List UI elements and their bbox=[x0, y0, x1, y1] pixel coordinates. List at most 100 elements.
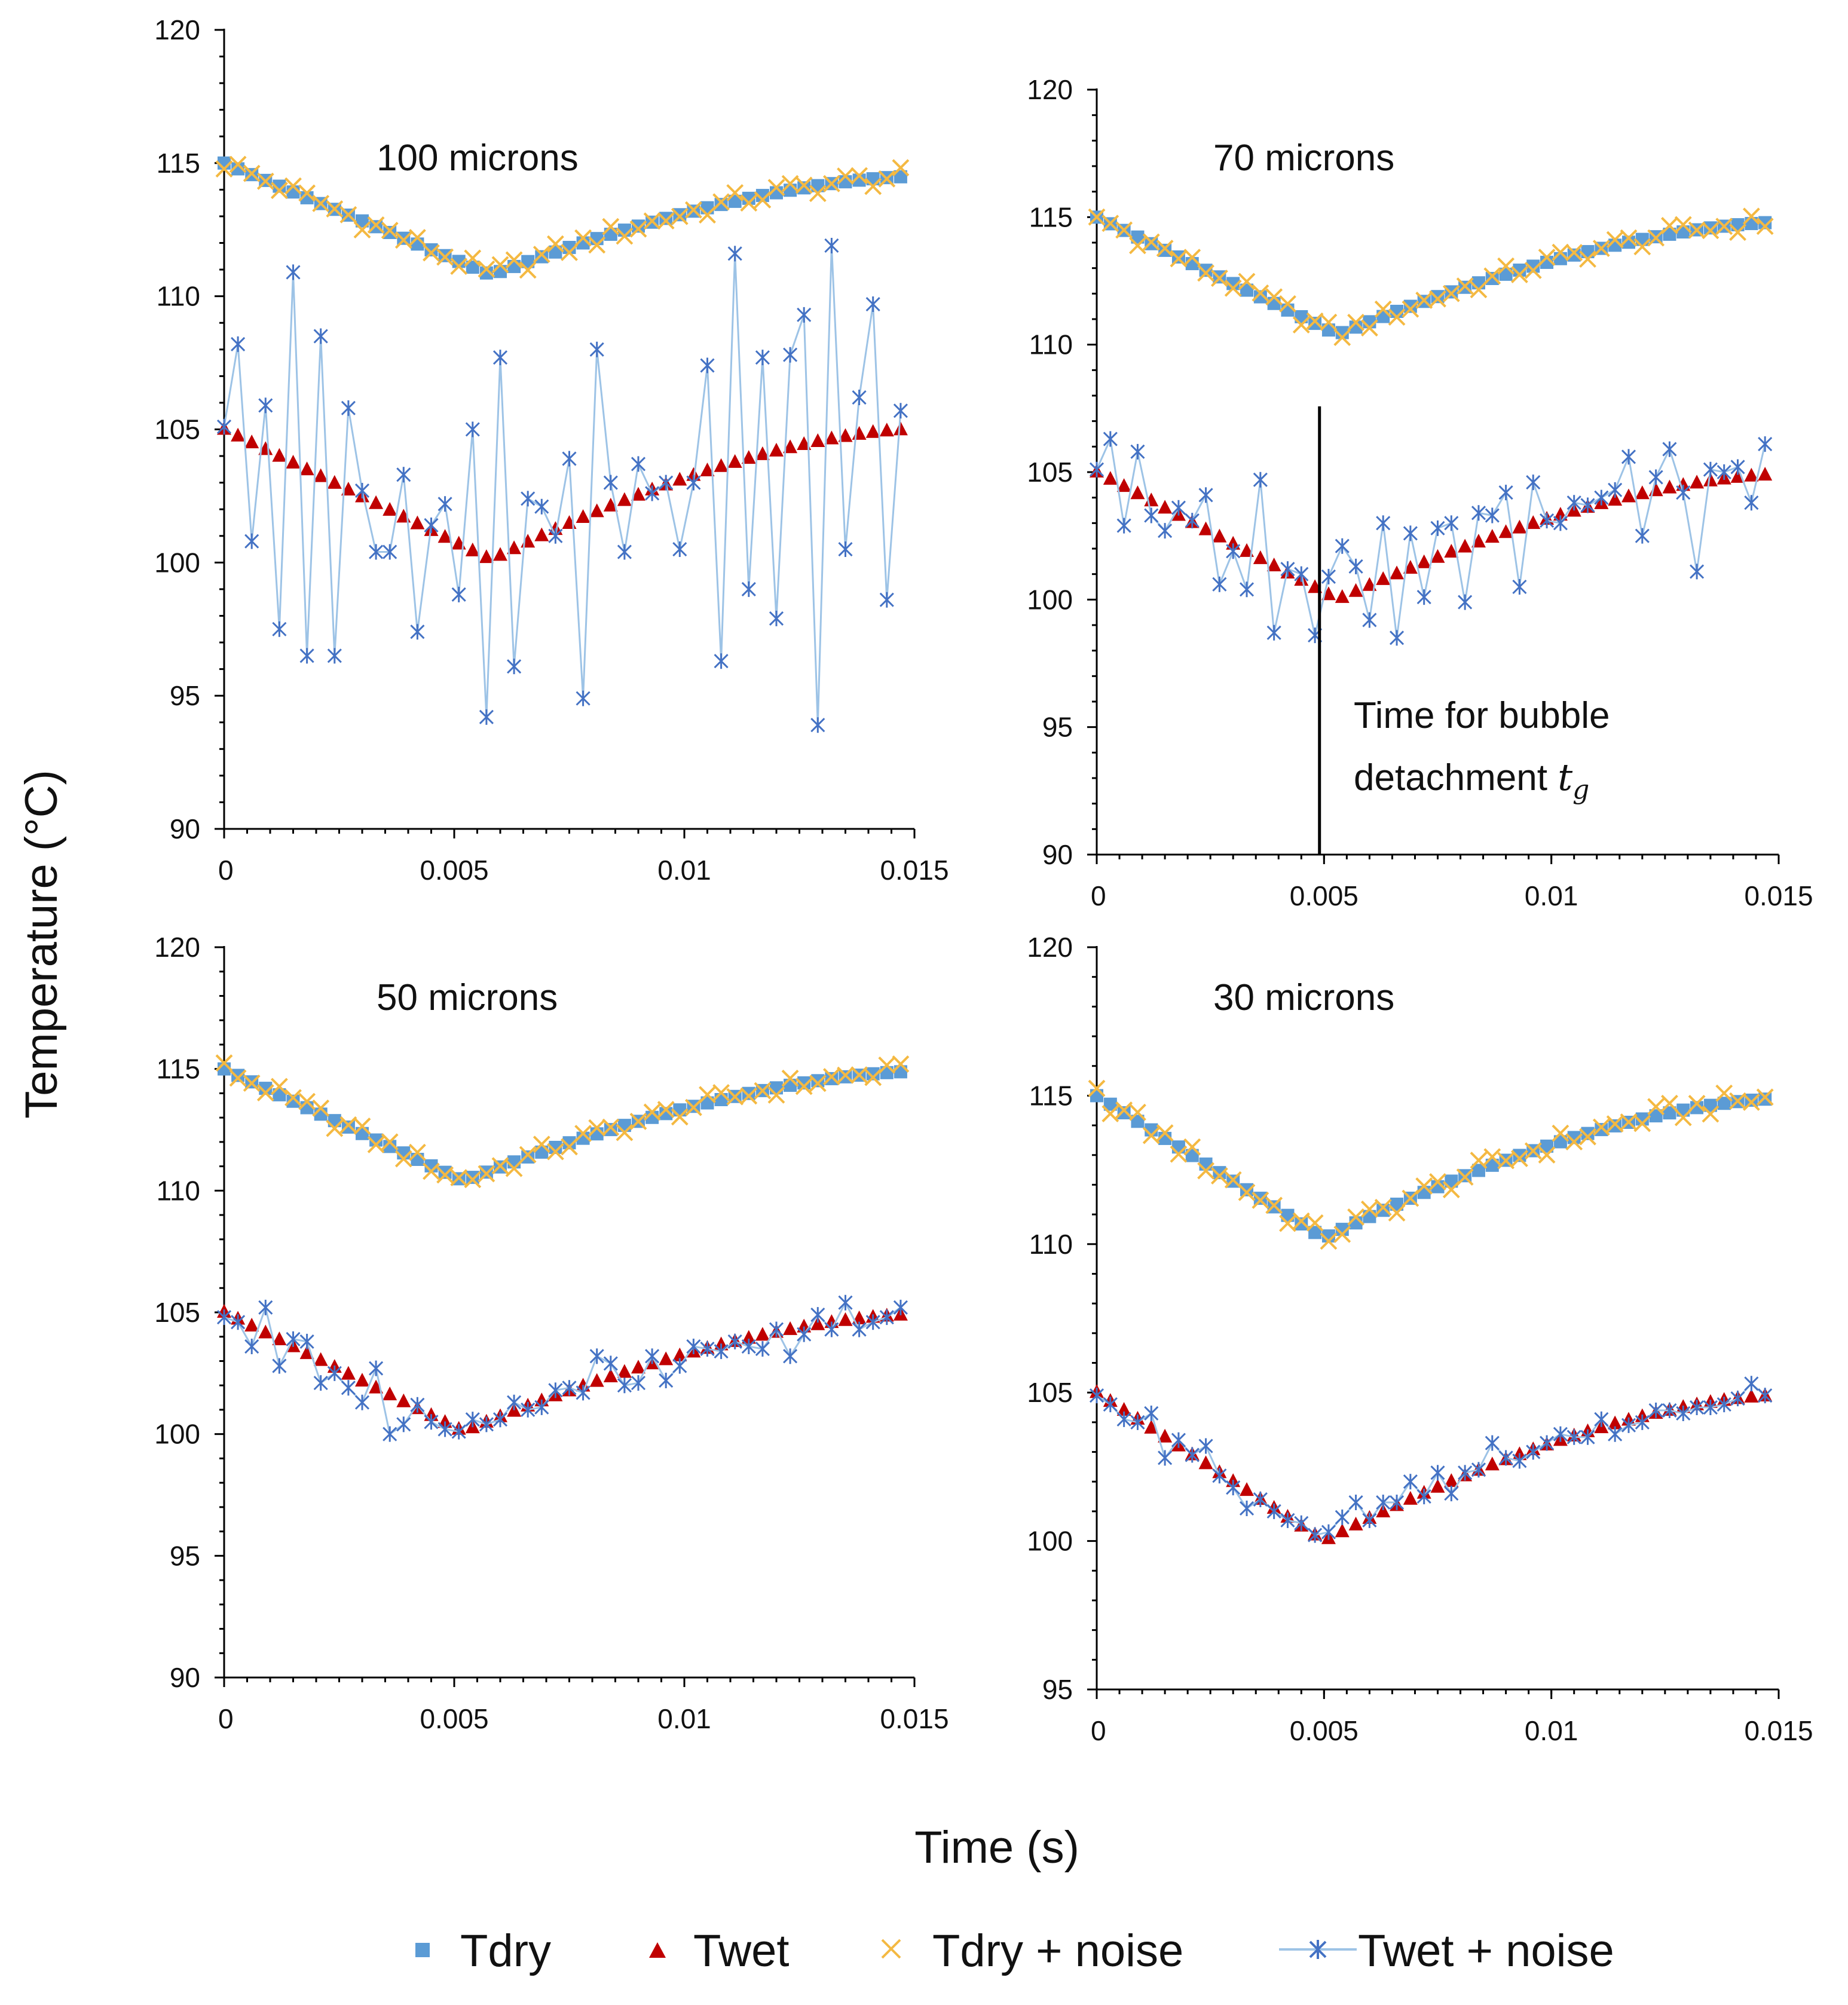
tdry-noise-point bbox=[878, 170, 896, 188]
twet-noise-point bbox=[327, 648, 342, 664]
tdry-point bbox=[231, 162, 245, 176]
tdry-noise-point bbox=[546, 1143, 564, 1161]
twet-noise-point bbox=[1717, 464, 1731, 480]
twet-point bbox=[479, 549, 494, 564]
twet-noise-point bbox=[1198, 1438, 1213, 1454]
tdry-point bbox=[1676, 225, 1690, 239]
tdry-noise-point bbox=[326, 200, 344, 218]
tdry-point bbox=[424, 243, 438, 257]
tdry-noise-point bbox=[505, 251, 523, 269]
twet-noise-point bbox=[492, 1412, 508, 1428]
tdry-point bbox=[1376, 1204, 1390, 1217]
twet-point bbox=[1348, 1516, 1363, 1530]
tdry-point bbox=[742, 191, 755, 205]
twet-point bbox=[631, 486, 645, 501]
tdry-noise-point bbox=[1483, 1148, 1501, 1166]
tdry-point bbox=[1213, 1166, 1226, 1180]
twet-noise-point bbox=[1376, 515, 1391, 531]
tdry-point bbox=[1526, 259, 1540, 273]
tdry-noise-point bbox=[561, 244, 578, 261]
legend: Tdry Twet Tdry + noise Twet + noise bbox=[415, 1926, 1614, 1976]
tdry-noise-point bbox=[740, 194, 758, 212]
tdry-point bbox=[369, 220, 383, 234]
tdry-noise-point bbox=[270, 182, 288, 200]
twet-point bbox=[1621, 488, 1636, 503]
tdry-noise-point bbox=[1592, 1118, 1610, 1136]
tdry-point bbox=[1485, 1158, 1499, 1172]
twet-noise-point bbox=[1621, 1417, 1636, 1433]
twet-noise-point bbox=[1212, 576, 1227, 592]
twet-point bbox=[1335, 1523, 1350, 1538]
tdry-point bbox=[894, 170, 907, 183]
tdry-noise-point bbox=[1715, 1084, 1733, 1102]
twet-noise-point bbox=[1458, 594, 1473, 610]
twet-noise-point bbox=[1690, 1400, 1705, 1416]
tdry-noise-point bbox=[574, 1125, 592, 1143]
twet-point bbox=[1758, 467, 1773, 481]
tdry-point bbox=[286, 1094, 300, 1108]
twet-noise-point bbox=[672, 541, 687, 558]
tdry-noise-point bbox=[284, 177, 302, 195]
tdry-noise-point bbox=[491, 1157, 509, 1175]
twet-point bbox=[865, 424, 880, 438]
twet-noise-point bbox=[1553, 1426, 1568, 1442]
tdry-point bbox=[1349, 320, 1363, 334]
tdry-noise-point bbox=[1374, 1198, 1392, 1216]
tdry-noise-point bbox=[1688, 221, 1706, 239]
twet-noise-point bbox=[1621, 449, 1636, 465]
y-tick-label: 90 bbox=[170, 1662, 200, 1693]
tdry-point bbox=[1471, 276, 1485, 290]
tdry-noise-point bbox=[809, 1075, 827, 1092]
twet-noise-point bbox=[1635, 528, 1650, 544]
tdry-point bbox=[1117, 1106, 1131, 1120]
twet-noise-point bbox=[1212, 1468, 1227, 1484]
tdry-noise-point bbox=[1702, 1105, 1720, 1123]
twet-noise-point bbox=[1539, 1435, 1555, 1451]
twet-noise-point bbox=[521, 1401, 536, 1418]
x-tick-label: 0.01 bbox=[1525, 880, 1578, 911]
twet-point bbox=[783, 439, 798, 454]
twet-noise-point bbox=[865, 1314, 880, 1330]
twet-point bbox=[1390, 565, 1405, 580]
tdry-noise-point bbox=[864, 1069, 882, 1086]
tdry-noise-point bbox=[1129, 1103, 1146, 1121]
legend-swatch-tdry-icon bbox=[415, 1943, 430, 1957]
y-tick-label: 115 bbox=[1029, 201, 1073, 232]
x-tick-label: 0.015 bbox=[1744, 1715, 1813, 1746]
tdry-noise-point bbox=[712, 1083, 730, 1101]
twet-noise-point bbox=[1703, 1400, 1718, 1416]
tdry-noise-point bbox=[1333, 329, 1351, 347]
twet-point bbox=[313, 468, 328, 482]
twet-noise-point bbox=[465, 1412, 480, 1428]
tdry-noise-point bbox=[1442, 284, 1460, 302]
twet-noise-point bbox=[1389, 630, 1405, 646]
twet-point bbox=[369, 1379, 384, 1394]
tdry-point bbox=[1376, 310, 1390, 323]
tdry-noise-point bbox=[822, 175, 840, 192]
y-tick-label: 90 bbox=[1042, 839, 1073, 870]
twet-noise-point bbox=[1308, 1527, 1323, 1543]
tdry-point bbox=[383, 226, 397, 240]
y-tick-label: 100 bbox=[1027, 1526, 1073, 1557]
tdry-noise-point bbox=[1565, 1133, 1583, 1151]
twet-noise-point bbox=[714, 1343, 729, 1360]
twet-noise-line bbox=[223, 245, 902, 726]
twet-noise-point bbox=[1608, 482, 1623, 498]
tdry-noise-point bbox=[1429, 290, 1446, 308]
tdry-noise-point bbox=[298, 1092, 316, 1110]
twet-noise-point bbox=[1362, 1512, 1377, 1528]
twet-noise-point bbox=[852, 390, 867, 406]
twet-noise-point bbox=[1526, 475, 1541, 491]
twet-point bbox=[1403, 559, 1418, 574]
twet-noise-point bbox=[396, 1416, 411, 1432]
twet-point bbox=[313, 1352, 328, 1366]
tdry-noise-point bbox=[1742, 207, 1760, 225]
tdry-point bbox=[397, 231, 411, 245]
twet-noise-point bbox=[714, 653, 729, 669]
twet-noise-point bbox=[424, 1414, 439, 1430]
twet-noise-point bbox=[1566, 1429, 1581, 1445]
tdry-point bbox=[1335, 326, 1349, 339]
twet-noise-point bbox=[562, 1380, 577, 1396]
twet-noise-point bbox=[1485, 1435, 1500, 1451]
